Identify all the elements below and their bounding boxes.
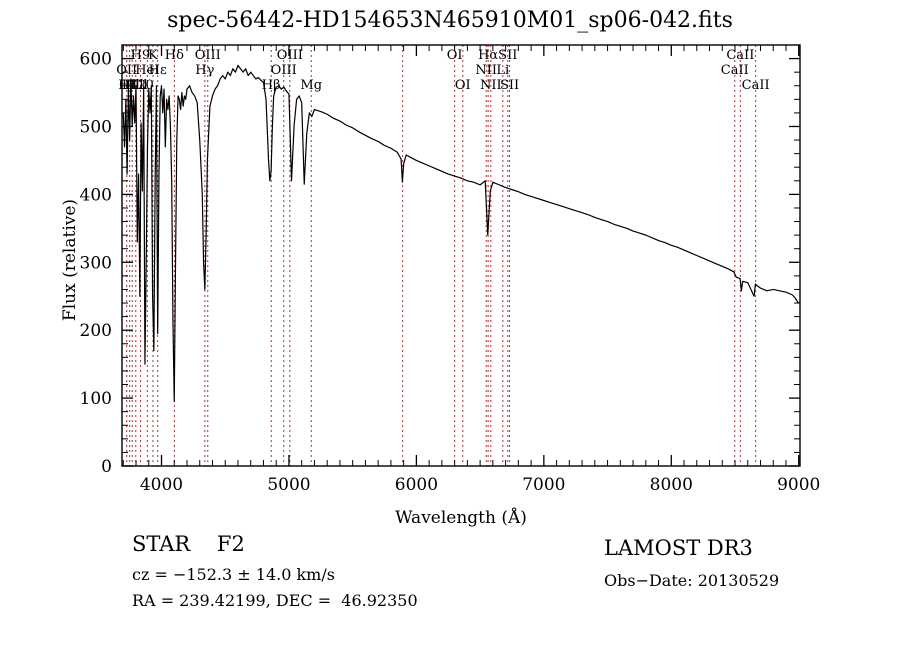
y-tick-label: 0 xyxy=(101,457,112,477)
coordinates: RA = 239.42199, DEC = 46.92350 xyxy=(132,591,418,610)
plot-frame xyxy=(121,44,801,467)
spectral-line-label: K xyxy=(148,48,158,63)
spectral-line-label: Hε xyxy=(149,63,167,78)
survey-name: LAMOST DR3 xyxy=(604,536,753,560)
spectral-line-label: CaII xyxy=(726,48,754,63)
radial-velocity: cz = −152.3 ± 14.0 km/s xyxy=(132,565,335,584)
spectral-line-label: H10 xyxy=(126,78,154,93)
spectral-line-label: Li xyxy=(496,63,509,78)
spectral-line-label: CaII xyxy=(742,78,770,93)
footer-right: LAMOST DR3 Obs−Date: 20130529 xyxy=(604,536,894,597)
axis-ticks xyxy=(122,44,800,467)
x-tick-label: 5000 xyxy=(267,475,310,495)
spectral-line-label: OIII xyxy=(277,48,303,63)
spectral-line-label: OI xyxy=(455,78,471,93)
spectral-line-label: SII xyxy=(498,48,517,63)
spectral-line-label: OII xyxy=(119,78,140,93)
spectral-line-label: NII xyxy=(475,63,497,78)
y-tick-label: 100 xyxy=(80,389,112,409)
spectral-line-label: H12 xyxy=(118,78,146,93)
spectral-line-label: OIII xyxy=(271,63,297,78)
x-tick-label: 9000 xyxy=(777,475,820,495)
y-tick-label: 600 xyxy=(80,50,112,70)
spectral-line-label: Hα xyxy=(478,48,498,63)
spectral-line-label: SII xyxy=(500,78,519,93)
spectrum-trace xyxy=(122,64,800,403)
axis-tick-labels: 4000 5000 6000 7000 8000 9000 0 100 200 300 400 500… xyxy=(80,50,821,495)
spectral-line-label: Hγ xyxy=(195,63,214,78)
spectral-line-label: OI xyxy=(447,48,463,63)
spectral-line-label: HeI xyxy=(135,63,159,78)
spectral-line-label: OII xyxy=(116,63,137,78)
observation-date: Obs−Date: 20130529 xyxy=(604,571,780,590)
x-tick-label: 4000 xyxy=(140,475,183,495)
spectral-line-label: H9 xyxy=(131,48,151,63)
y-tick-label: 300 xyxy=(80,253,112,273)
spectral-line-label: NII xyxy=(480,78,502,93)
y-tick-label: 200 xyxy=(80,321,112,341)
spectral-line-label: Hβ xyxy=(262,78,281,93)
y-tick-label: 500 xyxy=(80,117,112,137)
y-axis-label: Flux (relative) xyxy=(60,198,80,322)
spectral-line-label: CaII xyxy=(721,63,749,78)
x-axis-label: Wavelength (Å) xyxy=(395,508,527,528)
spectral-line-label: Mg xyxy=(300,78,322,93)
spectral-line-label: OIII xyxy=(195,48,221,63)
page-title: spec-56442-HD154653N465910M01_sp06-042.f… xyxy=(167,8,733,33)
footer-left: STAR F2 cz = −152.3 ± 14.0 km/s RA = 239… xyxy=(132,532,552,617)
x-tick-label: 7000 xyxy=(522,475,565,495)
spectral-line-label: H11 xyxy=(122,78,150,93)
x-tick-label: 6000 xyxy=(395,475,438,495)
object-type: STAR F2 xyxy=(132,532,245,556)
x-tick-label: 8000 xyxy=(650,475,693,495)
spectral-line-label: Hδ xyxy=(165,48,184,63)
line-markers-group xyxy=(126,45,757,466)
y-tick-label: 400 xyxy=(80,185,112,205)
